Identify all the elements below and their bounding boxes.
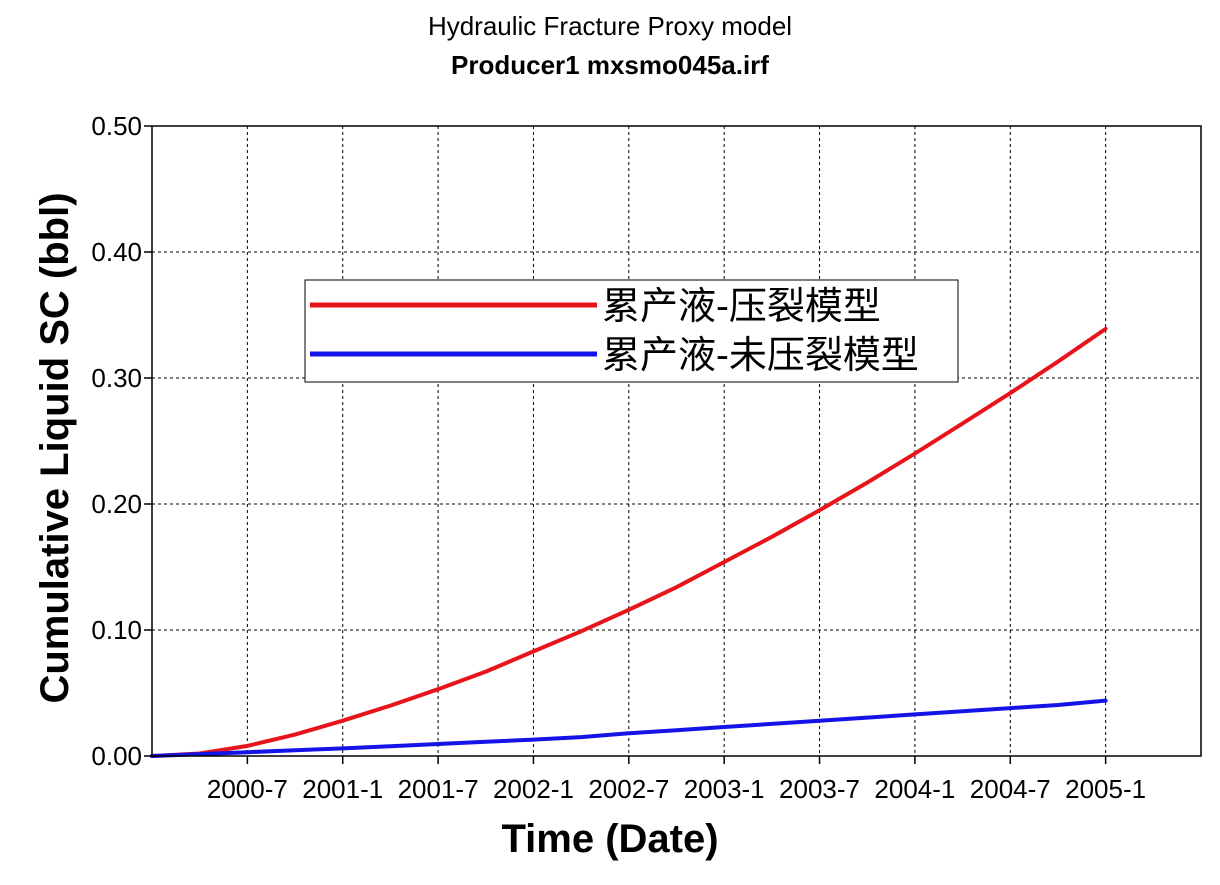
x-tick-label: 2001-1	[302, 774, 383, 804]
x-axis-label: Time (Date)	[501, 817, 718, 861]
y-axis-ticks: 0.00 0.10 0.20 0.30 0.40 0.50	[91, 111, 152, 771]
y-axis-label: Cumulative Liquid SC (bbl)	[33, 192, 77, 703]
grid	[152, 126, 1201, 756]
x-tick-label: 2003-1	[684, 774, 765, 804]
series-lines	[150, 326, 1108, 758]
y-tick-label: 0.00	[91, 741, 142, 771]
x-tick-label: 2002-7	[588, 774, 669, 804]
legend-box	[304, 279, 959, 383]
x-tick-label: 2004-7	[970, 774, 1051, 804]
chart-subtitle: Producer1 mxsmo045a.irf	[451, 50, 769, 80]
x-tick-label: 2000-7	[207, 774, 288, 804]
y-tick-label: 0.30	[91, 363, 142, 393]
y-tick-label: 0.40	[91, 237, 142, 267]
x-tick-label: 2003-7	[779, 774, 860, 804]
y-tick-label: 0.50	[91, 111, 142, 141]
x-tick-label: 2001-7	[398, 774, 479, 804]
x-tick-label: 2004-1	[874, 774, 955, 804]
legend-label-series-1: 累产液-压裂模型	[602, 284, 881, 328]
legend: 累产液-压裂模型 累产液-未压裂模型	[304, 279, 959, 383]
series-line-1	[150, 326, 1108, 758]
x-tick-label: 2005-1	[1065, 774, 1146, 804]
x-tick-label: 2002-1	[493, 774, 574, 804]
legend-label-series-2: 累产液-未压裂模型	[602, 333, 919, 377]
series-line-2	[150, 698, 1108, 758]
chart-title: Hydraulic Fracture Proxy model	[428, 11, 792, 41]
x-axis-ticks: 2000-7 2001-1 2001-7 2002-1 2002-7 2003-1 2003…	[207, 756, 1146, 804]
y-tick-label: 0.20	[91, 489, 142, 519]
plot-area-frame	[151, 125, 1202, 757]
y-tick-label: 0.10	[91, 615, 142, 645]
